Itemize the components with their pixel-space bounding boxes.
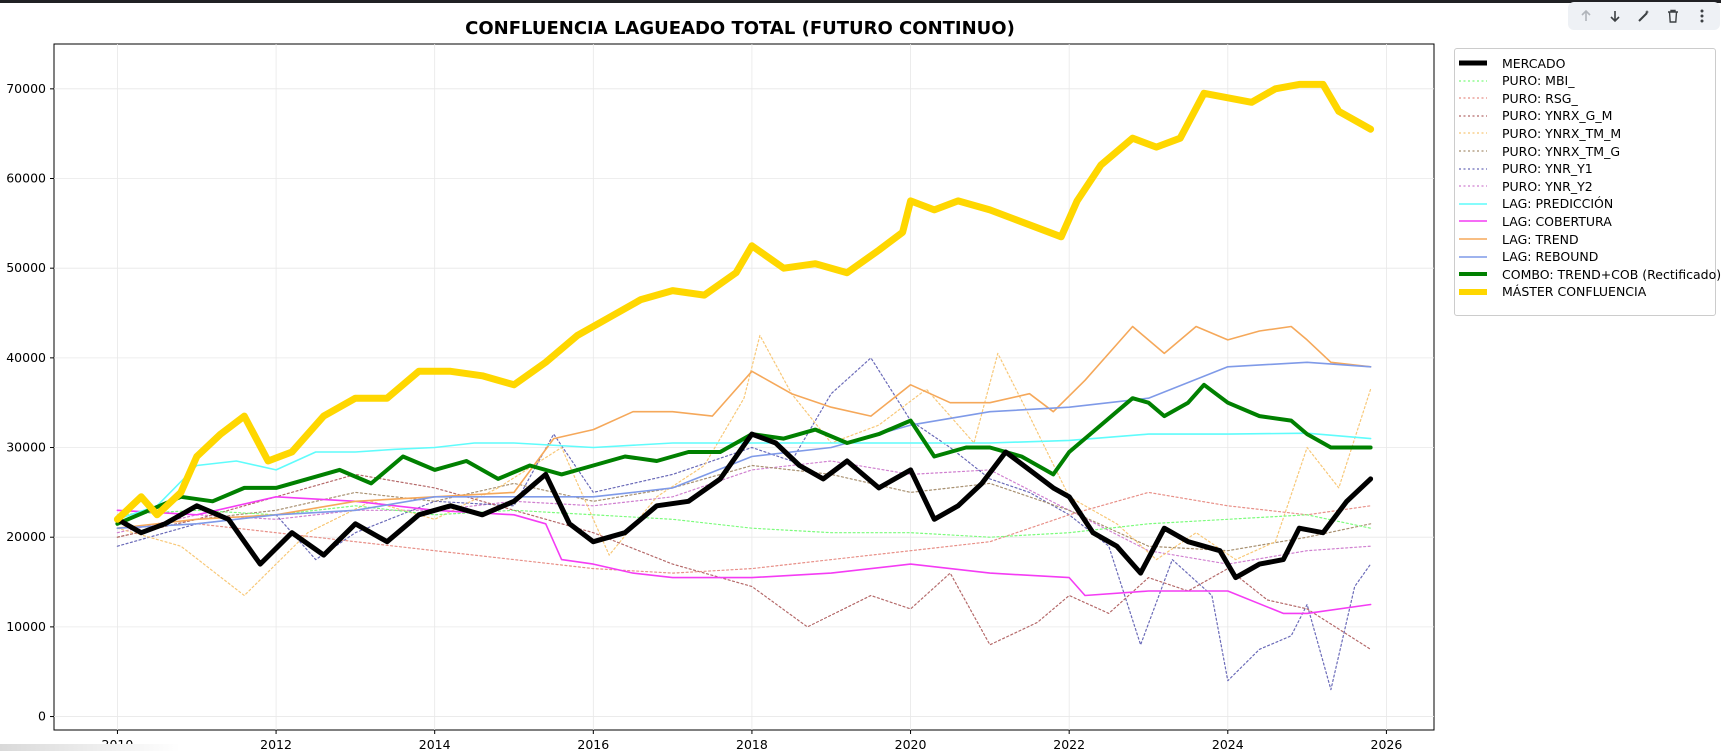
legend-label: PURO: YNR_Y2 <box>1502 178 1593 194</box>
y-tick-label: 10000 <box>6 619 46 634</box>
legend-swatch <box>1459 167 1487 170</box>
legend-swatch <box>1459 97 1487 99</box>
plot-frame <box>53 43 1435 731</box>
legend-swatch <box>1459 150 1487 152</box>
x-tick-label: 2026 <box>1371 737 1403 751</box>
legend-label: PURO: RSG_ <box>1502 90 1578 106</box>
legend-label: PURO: YNR_Y1 <box>1502 161 1593 177</box>
legend-item: PURO: MBI_ <box>1455 72 1574 90</box>
edit-wand-icon[interactable] <box>1632 4 1656 28</box>
series-line-lag-cobertura <box>116 495 1372 615</box>
series-line-lag-trend <box>116 325 1372 530</box>
legend-swatch <box>1459 185 1487 187</box>
y-tick-label: 40000 <box>6 350 46 365</box>
y-tick-label: 30000 <box>6 440 46 455</box>
x-tick-label: 2024 <box>1212 737 1244 751</box>
series-line-puro-ynr-y2 <box>116 460 1372 565</box>
series-line-puro-mbi <box>116 505 1372 538</box>
legend-label: PURO: MBI_ <box>1502 73 1575 89</box>
legend-label: MERCADO <box>1502 55 1566 71</box>
legend-swatch <box>1459 79 1487 82</box>
y-tick-label: 60000 <box>6 171 46 186</box>
x-tick-label: 2012 <box>260 737 292 751</box>
more-vert-icon[interactable] <box>1690 4 1714 28</box>
chart-area: CONFLUENCIA LAGUEADO TOTAL (FUTURO CONTI… <box>6 18 1435 751</box>
legend-swatch <box>1459 255 1487 258</box>
x-tick-label: 2014 <box>419 737 451 751</box>
x-tick-label: 2018 <box>736 737 768 751</box>
y-tick-label: 20000 <box>6 529 46 544</box>
legend-item: PURO: YNR_Y1 <box>1455 160 1593 178</box>
x-tick-label: 2020 <box>895 737 927 751</box>
legend-label: PURO: YNRX_TM_G <box>1502 143 1621 159</box>
series-line-lag-rebound <box>116 361 1372 530</box>
grid-lines <box>54 44 1434 730</box>
y-tick-label: 0 <box>38 709 46 724</box>
legend-label: LAG: COBERTURA <box>1502 213 1612 229</box>
series-line-m-ster-confluencia <box>113 80 1375 523</box>
chart-title: CONFLUENCIA LAGUEADO TOTAL (FUTURO CONTI… <box>465 18 1015 39</box>
legend-swatch <box>1459 202 1487 205</box>
legend-item: PURO: YNRX_G_M <box>1455 107 1612 125</box>
legend-label: MÁSTER CONFLUENCIA <box>1502 284 1647 300</box>
legend-label: LAG: PREDICCIÓN <box>1502 196 1614 212</box>
legend-item: MERCADO <box>1455 54 1566 72</box>
legend-item: LAG: PREDICCIÓN <box>1455 195 1613 213</box>
x-tick-label: 2022 <box>1053 737 1085 751</box>
axis-ticks: 2010201220142016201820202022202420260100… <box>6 81 1402 751</box>
legend-swatch <box>1459 238 1487 240</box>
series-line-puro-ynr-y1 <box>116 357 1372 691</box>
x-tick-label: 2016 <box>577 737 609 751</box>
legend-item: MÁSTER CONFLUENCIA <box>1455 283 1646 301</box>
legend-swatch <box>1459 60 1487 66</box>
series-line-lag-predicci-n <box>116 432 1372 521</box>
legend-item: PURO: RSG_ <box>1455 89 1578 107</box>
legend-item: PURO: YNR_Y2 <box>1455 177 1593 195</box>
legend-label: LAG: TREND <box>1502 231 1579 247</box>
series-line-puro-ynrx-g-m <box>116 473 1372 650</box>
legend-item: LAG: TREND <box>1455 230 1579 248</box>
series-line-mercado <box>114 431 1374 581</box>
legend-item: PURO: YNRX_TM_G <box>1455 142 1620 160</box>
legend-item: LAG: REBOUND <box>1455 248 1598 266</box>
arrow-down-icon[interactable] <box>1603 4 1627 28</box>
legend-item: COMBO: TREND+COB (Rectificado) <box>1455 265 1721 283</box>
legend-swatch <box>1459 272 1487 277</box>
y-tick-label: 70000 <box>6 81 46 96</box>
series-layer <box>113 80 1375 691</box>
y-tick-label: 50000 <box>6 260 46 275</box>
legend-label: LAG: REBOUND <box>1502 249 1599 265</box>
legend-swatch <box>1459 132 1487 134</box>
series-line-puro-rsg <box>116 491 1372 574</box>
scroll-shadow <box>0 744 180 751</box>
legend-swatch <box>1459 115 1487 117</box>
legend-item: PURO: YNRX_TM_M <box>1455 124 1621 142</box>
legend-label: COMBO: TREND+COB (Rectificado) <box>1502 266 1721 282</box>
series-line-puro-ynrx-tm-g <box>116 464 1372 552</box>
trash-icon[interactable] <box>1661 4 1685 28</box>
cell-toolbar <box>1568 2 1720 30</box>
legend-label: PURO: YNRX_TM_M <box>1502 125 1622 141</box>
series-line-combo-trend-cob-rectificado <box>115 382 1373 526</box>
legend-swatch <box>1459 220 1487 223</box>
window-top-edge <box>0 0 1721 3</box>
legend-swatch <box>1459 288 1487 295</box>
legend-label: PURO: YNRX_G_M <box>1502 108 1613 124</box>
legend-item: LAG: COBERTURA <box>1455 212 1612 230</box>
arrow-up-icon[interactable] <box>1574 4 1598 28</box>
chart-legend: MERCADO PURO: MBI_ PURO: RSG_ PURO: YNRX_G_… <box>1454 48 1721 316</box>
